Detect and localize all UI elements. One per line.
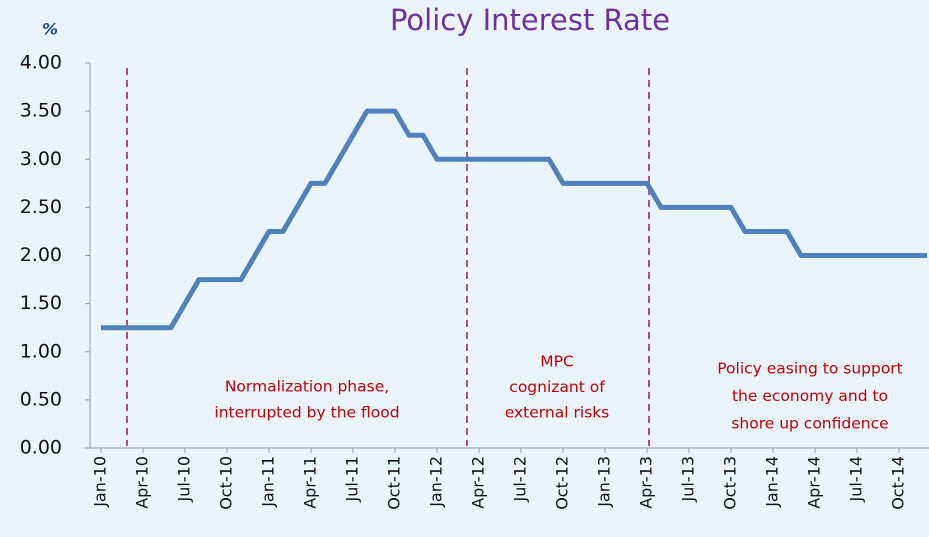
annotation: external risks (505, 404, 610, 422)
x-tick-label: Apr-11 (301, 456, 320, 509)
y-tick-label: 1.00 (20, 340, 62, 362)
x-tick-label: Oct-10 (217, 456, 236, 510)
x-tick-label: Jul-11 (343, 456, 362, 502)
x-tick-label: Apr-14 (805, 456, 824, 509)
annotation: cognizant of (509, 378, 605, 396)
y-tick-label: 2.00 (20, 244, 62, 266)
x-tick-label: Jul-14 (847, 456, 866, 502)
x-tick-label: Jul-12 (511, 456, 530, 502)
annotation: shore up confidence (731, 415, 888, 433)
chart-title: Policy Interest Rate (390, 3, 670, 37)
y-tick-label: 0.50 (20, 388, 62, 410)
x-tick-label: Jul-10 (175, 456, 194, 502)
x-tick-label: Jan-10 (91, 456, 110, 508)
y-axis-label: % (42, 20, 58, 39)
x-tick-label: Jan-11 (259, 456, 278, 508)
x-tick-label: Oct-12 (553, 456, 572, 510)
x-tick-label: Jan-13 (595, 456, 614, 508)
y-tick-label: 4.00 (20, 52, 62, 74)
y-tick-label: 1.50 (20, 292, 62, 314)
x-tick-label: Apr-13 (637, 456, 656, 509)
x-tick-label: Jan-14 (763, 456, 782, 508)
y-tick-label: 0.00 (20, 437, 62, 459)
annotation: interrupted by the flood (214, 404, 399, 422)
y-tick-label: 3.50 (20, 100, 62, 122)
annotation: Policy easing to support (717, 360, 903, 378)
rate-line (101, 108, 927, 331)
x-tick-label: Jul-13 (679, 456, 698, 502)
x-tick-label: Apr-12 (469, 456, 488, 509)
x-tick-label: Apr-10 (133, 456, 152, 509)
y-tick-label: 2.50 (20, 196, 62, 218)
x-tick-label: Jan-12 (427, 456, 446, 508)
x-tick-label: Oct-14 (889, 456, 908, 510)
x-tick-label: Oct-11 (385, 456, 404, 510)
annotation: MPC (540, 353, 574, 371)
annotation: Normalization phase, (225, 378, 389, 396)
y-tick-label: 3.00 (20, 148, 62, 170)
annotation: the economy and to (732, 387, 888, 405)
x-tick-label: Oct-13 (721, 456, 740, 510)
